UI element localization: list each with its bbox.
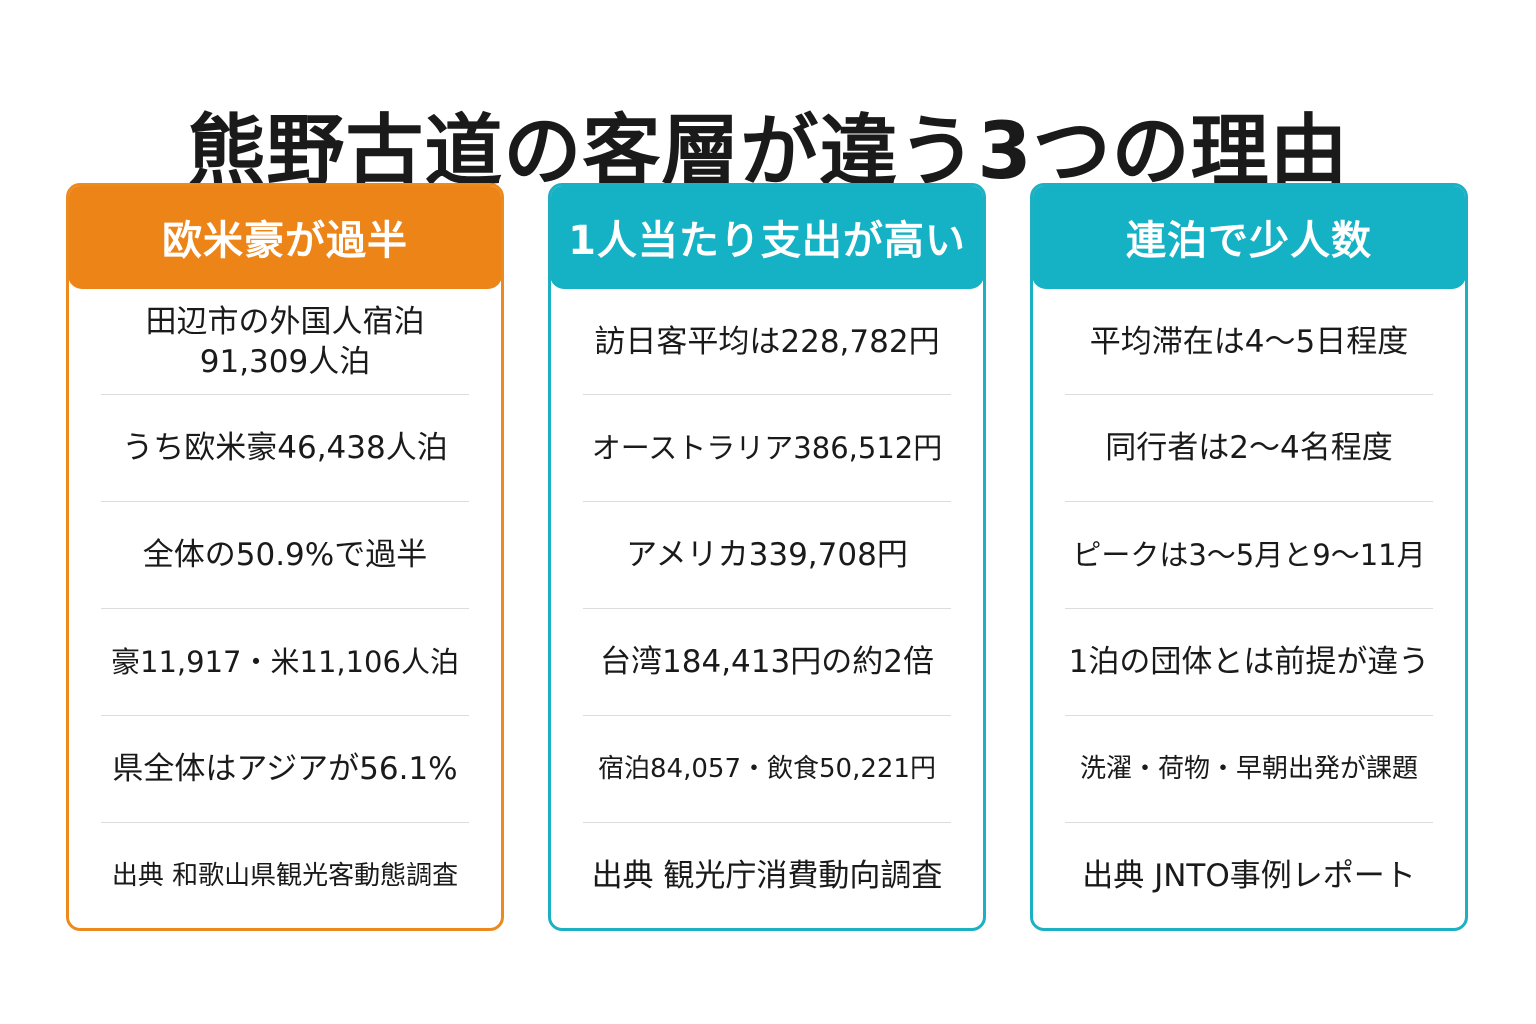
card-fact-list: 訪日客平均は228,782円 オーストラリア386,512円 アメリカ339,7… (551, 289, 983, 928)
fact-item: アメリカ339,708円 (583, 502, 951, 609)
fact-item: 宿泊84,057・飲食50,221円 (583, 716, 951, 823)
card-fact-list: 平均滞在は4〜5日程度 同行者は2〜4名程度 ピークは3〜5月と9〜11月 1泊… (1033, 289, 1465, 928)
fact-item: 県全体はアジアが56.1% (101, 716, 469, 823)
reason-card-western-guests: 欧米豪が過半 田辺市の外国人宿泊 91,309人泊 うち欧米豪46,438人泊 … (66, 183, 504, 931)
card-fact-list: 田辺市の外国人宿泊 91,309人泊 うち欧米豪46,438人泊 全体の50.9… (69, 289, 501, 928)
fact-item: 洗濯・荷物・早朝出発が課題 (1065, 716, 1433, 823)
page-title: 熊野古道の客層が違う3つの理由 (187, 107, 1349, 198)
fact-item: うち欧米豪46,438人泊 (101, 395, 469, 502)
fact-item: 全体の50.9%で過半 (101, 502, 469, 609)
fact-item: 同行者は2〜4名程度 (1065, 395, 1433, 502)
source-note: 出典 JNTO事例レポート (1082, 858, 1416, 894)
card-header: 1人当たり支出が高い (551, 186, 983, 289)
fact-item: オーストラリア386,512円 (583, 395, 951, 502)
reason-card-spending: 1人当たり支出が高い 訪日客平均は228,782円 オーストラリア386,512… (548, 183, 986, 931)
source-note: 出典 和歌山県観光客動態調査 (111, 861, 459, 891)
reason-card-long-stay: 連泊で少人数 平均滞在は4〜5日程度 同行者は2〜4名程度 ピークは3〜5月と9… (1030, 183, 1468, 931)
fact-item: 平均滞在は4〜5日程度 (1065, 289, 1433, 395)
fact-item: 1泊の団体とは前提が違う (1065, 609, 1433, 716)
card-header: 欧米豪が過半 (69, 186, 501, 289)
fact-item: 訪日客平均は228,782円 (583, 289, 951, 395)
fact-item: 台湾184,413円の約2倍 (583, 609, 951, 716)
fact-item: 豪11,917・米11,106人泊 (101, 609, 469, 716)
fact-item: ピークは3〜5月と9〜11月 (1065, 502, 1433, 609)
fact-item: 田辺市の外国人宿泊 91,309人泊 (101, 289, 469, 395)
source-note: 出典 観光庁消費動向調査 (591, 858, 943, 894)
card-header: 連泊で少人数 (1033, 186, 1465, 289)
